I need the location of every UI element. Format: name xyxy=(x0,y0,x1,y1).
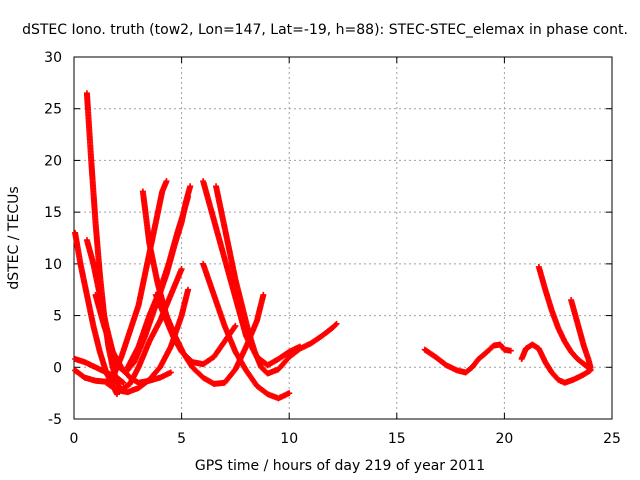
data-series xyxy=(72,90,594,402)
plus-point xyxy=(507,347,514,354)
series-trace xyxy=(535,263,594,373)
chart-title: dSTEC Iono. truth (tow2, Lon=147, Lat=-1… xyxy=(22,22,628,38)
plus-point xyxy=(120,379,127,386)
series-trace xyxy=(200,260,293,402)
y-tick-label: 0 xyxy=(53,360,62,376)
plus-point xyxy=(119,378,126,385)
series-trace xyxy=(518,341,594,386)
y-axis-label: dSTEC / TECUs xyxy=(6,186,22,289)
series-trace xyxy=(152,291,239,368)
y-tick-label: 10 xyxy=(44,257,62,273)
plus-point xyxy=(286,390,293,397)
plus-point xyxy=(333,320,340,327)
y-tick-label: 5 xyxy=(53,309,62,325)
plus-point xyxy=(260,291,267,298)
x-tick-label: 25 xyxy=(603,431,621,447)
plus-point xyxy=(185,286,192,293)
x-tick-label: 10 xyxy=(280,431,298,447)
x-axis-label: GPS time / hours of day 219 of year 2011 xyxy=(195,458,485,474)
plus-point xyxy=(178,266,185,273)
plus-point xyxy=(587,364,594,371)
x-tick-label: 20 xyxy=(495,431,513,447)
series-trace xyxy=(421,341,514,376)
series-trace xyxy=(103,286,192,396)
plus-point xyxy=(232,322,239,329)
plus-point xyxy=(163,178,170,185)
axis-ticks: 0 5 10 15 20 25 -5 0 5 10 15 20 25 30 xyxy=(44,50,621,447)
plus-point xyxy=(167,369,174,376)
plus-point xyxy=(231,324,238,331)
x-tick-label: 15 xyxy=(388,431,406,447)
y-tick-label: 20 xyxy=(44,153,62,169)
y-tick-label: 30 xyxy=(44,50,62,66)
y-tick-label: 25 xyxy=(44,102,62,118)
x-tick-label: 5 xyxy=(177,431,186,447)
series-trace xyxy=(92,291,174,386)
plus-point xyxy=(332,321,339,328)
plus-point xyxy=(185,193,192,200)
x-tick-label: 0 xyxy=(70,431,79,447)
plus-point xyxy=(187,183,194,190)
y-tick-label: 15 xyxy=(44,205,62,221)
y-tick-label: -5 xyxy=(48,412,62,428)
series-trace xyxy=(568,297,594,371)
series-trace xyxy=(213,183,340,377)
